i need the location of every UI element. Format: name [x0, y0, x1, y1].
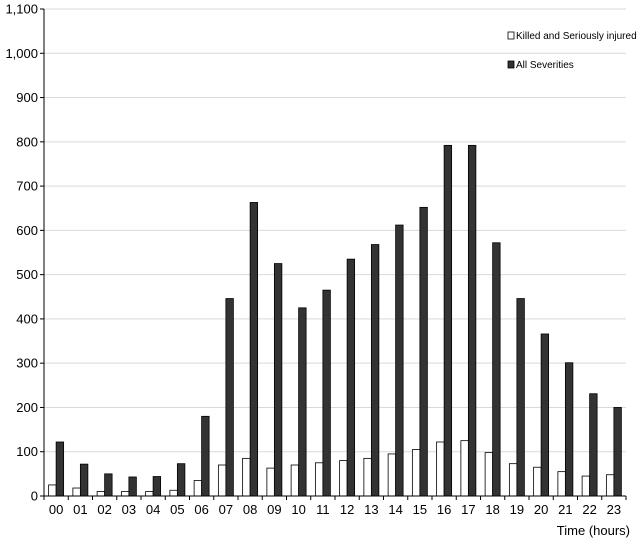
bar-all-severities	[152, 476, 162, 497]
bar-all-severities	[443, 144, 453, 497]
x-tick-label: 12	[340, 502, 354, 517]
bar-killed-seriously-injured	[48, 484, 57, 497]
x-tick-label: 10	[291, 502, 305, 517]
x-tick-label: 06	[194, 502, 208, 517]
bar-killed-seriously-injured	[217, 464, 227, 497]
bar-all-severities	[492, 242, 501, 497]
x-tick-label: 13	[364, 502, 378, 517]
bar-killed-seriously-injured	[145, 491, 154, 497]
bar-all-severities	[201, 415, 210, 497]
y-tick-label: 800	[16, 134, 38, 149]
x-tick-label: 19	[510, 502, 524, 517]
y-tick-label: 400	[16, 311, 38, 326]
legend-label: Killed and Seriously injured	[516, 31, 637, 42]
y-tick-label: 1,000	[5, 46, 38, 61]
y-tick-label: 0	[31, 489, 38, 504]
x-tick-label: 00	[49, 502, 63, 517]
x-tick-label: 07	[219, 502, 233, 517]
legend-label: All Severities	[516, 60, 574, 71]
bar-killed-seriously-injured	[72, 487, 81, 497]
bar-killed-seriously-injured	[411, 449, 421, 497]
y-tick-label: 200	[16, 400, 38, 415]
y-tick-label: 500	[16, 267, 38, 282]
bar-all-severities	[540, 333, 550, 497]
y-tick-label: 600	[16, 223, 38, 238]
bar-killed-seriously-injured	[290, 464, 300, 497]
bar-killed-seriously-injured	[169, 489, 178, 497]
bar-killed-seriously-injured	[508, 463, 518, 497]
y-tick-label: 900	[16, 90, 38, 105]
bar-killed-seriously-injured	[363, 457, 372, 497]
x-tick-label: 16	[437, 502, 451, 517]
x-tick-label: 17	[461, 502, 475, 517]
x-tick-label: 03	[122, 502, 136, 517]
x-tick-labels: 00 01 02 03 04 05 06 07 08 09 10 11 12 13 14 15 16 17 18 19…	[43, 496, 627, 517]
x-axis-title: Time (hours)	[557, 523, 630, 538]
x-tick-label: 23	[607, 502, 621, 517]
x-tick-label: 15	[413, 502, 427, 517]
bar-killed-seriously-injured	[557, 471, 566, 497]
x-tick-label: 11	[316, 502, 330, 517]
bar-killed-seriously-injured	[193, 480, 203, 497]
x-tick-label: 01	[73, 502, 87, 517]
x-tick-label: 05	[170, 502, 184, 517]
legend: Killed and Seriously injured All Severiti…	[507, 31, 637, 71]
x-tick-label: 22	[582, 502, 596, 517]
bar-all-severities	[370, 244, 380, 497]
bar-killed-seriously-injured	[339, 460, 348, 497]
bar-all-severities	[467, 144, 477, 497]
x-tick-label: 21	[558, 502, 572, 517]
x-tick-label: 18	[485, 502, 499, 517]
bar-all-severities	[249, 202, 259, 497]
y-tick-label: 700	[16, 179, 38, 194]
y-tick-label: 1,100	[5, 2, 38, 17]
y-tick-label: 100	[16, 444, 38, 459]
bar-killed-seriously-injured	[120, 491, 130, 497]
bar-all-severities	[298, 307, 307, 497]
legend-swatch-all-severities	[507, 60, 515, 69]
bar-all-severities	[564, 362, 574, 497]
x-tick-label: 09	[267, 502, 281, 517]
bar-all-severities	[55, 441, 65, 497]
bars	[48, 144, 622, 497]
legend-swatch-killed-seriously-injured	[507, 31, 515, 40]
bar-all-severities	[395, 224, 404, 497]
bar-all-severities	[104, 473, 113, 497]
bar-all-severities	[419, 206, 428, 497]
bar-all-severities	[346, 258, 356, 497]
bar-killed-seriously-injured	[436, 441, 445, 497]
gridlines	[44, 8, 626, 453]
bar-killed-seriously-injured	[96, 491, 106, 497]
bar-all-severities	[322, 289, 331, 497]
bar-all-severities	[225, 298, 234, 497]
bar-all-severities	[613, 407, 622, 497]
bar-killed-seriously-injured	[581, 475, 591, 497]
bar-all-severities	[79, 463, 89, 497]
y-tick-labels: 0 100 200 300 400 500 600 700 800 900 1,000 1,100	[5, 2, 44, 504]
x-tick-label: 20	[534, 502, 548, 517]
bar-killed-seriously-injured	[484, 452, 494, 497]
bar-killed-seriously-injured	[605, 474, 615, 497]
bar-all-severities	[589, 393, 598, 497]
bar-killed-seriously-injured	[533, 466, 542, 497]
bar-all-severities	[128, 476, 137, 497]
x-tick-label: 08	[243, 502, 257, 517]
bar-killed-seriously-injured	[266, 467, 275, 497]
x-tick-label: 02	[97, 502, 111, 517]
bar-all-severities	[176, 463, 186, 497]
bar-killed-seriously-injured	[314, 462, 324, 497]
bar-all-severities	[273, 263, 283, 497]
y-tick-label: 300	[16, 356, 38, 371]
bar-killed-seriously-injured	[387, 453, 397, 497]
bar-killed-seriously-injured	[460, 440, 469, 497]
bar-killed-seriously-injured	[242, 457, 251, 497]
x-tick-label: 04	[146, 502, 160, 517]
x-tick-label: 14	[388, 502, 402, 517]
bar-all-severities	[516, 298, 525, 497]
